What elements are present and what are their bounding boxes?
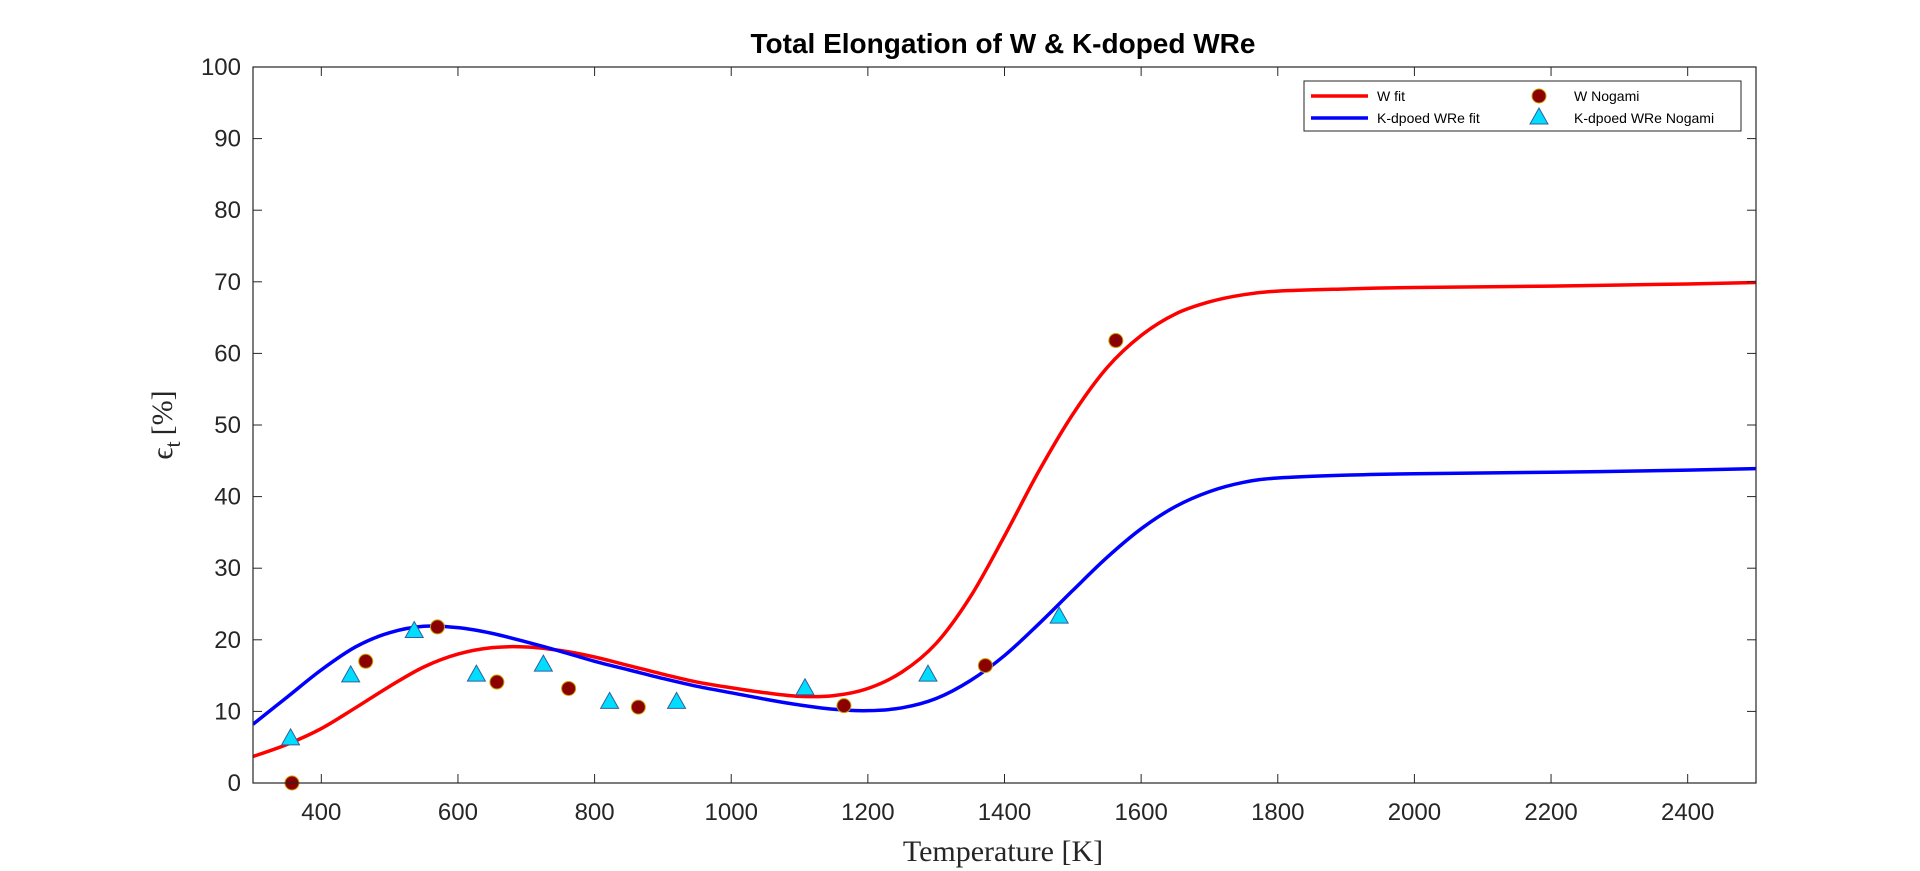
x-tick-label: 2200 [1524,799,1577,826]
legend-box [1303,80,1742,132]
y-tick-label: 70 [214,269,241,296]
wre-nogami-point [599,691,620,709]
x-tick-label: 1000 [705,799,758,826]
legend-label-w-nogami: W Nogami [1574,88,1639,104]
y-axis-label-unit: [%] [146,390,179,435]
w-nogami-point [977,658,993,674]
y-tick-label: 40 [214,484,241,511]
wre-nogami-point [918,664,938,682]
w-nogami-point [489,674,505,690]
legend-label-wre-nogami: K-dpoed WRe Nogami [1574,110,1714,126]
legend-label-w-fit: W fit [1377,88,1405,104]
wre-nogami-point [1049,606,1070,624]
x-tick-label: 1200 [841,799,894,826]
x-tick-label: 400 [301,799,341,826]
x-tick-label: 1800 [1251,799,1304,826]
y-axis-label-symbol: ϵ [146,447,179,459]
wre-nogami-point [340,664,361,683]
y-axis-label-subscript: t [160,441,185,447]
x-tick-label: 2400 [1661,799,1714,826]
y-axis-label: ϵt [%] [146,390,185,459]
wre-nogami-point [795,677,815,696]
y-tick-label: 60 [214,340,241,367]
x-tick-label: 1400 [978,799,1031,826]
x-tick-label: 800 [575,799,615,826]
w-nogami-point [358,653,374,669]
wre-nogami-point [466,664,487,682]
chart-title: Total Elongation of W & K-doped WRe [751,28,1256,59]
wre-nogami-point [533,654,554,672]
wre-nogami-point [280,727,301,746]
y-tick-label: 30 [214,555,241,582]
legend-label-wre-fit: K-dpoed WRe fit [1377,110,1480,126]
wre-nogami-point [404,620,425,638]
plot-area [253,67,1756,783]
legend-marker-w-nogami [1531,88,1547,104]
w-nogami-point [429,619,445,635]
w-nogami-point [836,698,852,714]
y-tick-label: 100 [201,54,241,81]
w-fit-line [253,280,1756,759]
y-tick-label: 90 [214,126,241,153]
y-tick-label: 10 [214,698,241,725]
x-tick-label: 600 [438,799,478,826]
y-tick-label: 80 [214,197,241,224]
w-nogami-point [1108,333,1124,349]
x-tick-label: 2000 [1388,799,1441,826]
y-tick-label: 50 [214,412,241,439]
y-tick-label: 20 [214,627,241,654]
x-axis-label: Temperature [K] [903,835,1103,868]
wre-nogami-point [666,691,687,709]
legend: W fit K-dpoed WRe fit W Nogami K-dpoed W… [1303,80,1742,132]
axes-layer: 400 600 800 1000 1200 1400 1600 1800 2000 2200 240… [201,54,1757,826]
legend-marker-wre-nogami [1529,106,1549,125]
w-nogami-point [630,699,646,715]
w-nogami-point [561,680,577,696]
y-tick-label: 0 [228,770,241,797]
x-tick-label: 1600 [1114,799,1167,826]
wre-fit-line [253,466,1756,726]
